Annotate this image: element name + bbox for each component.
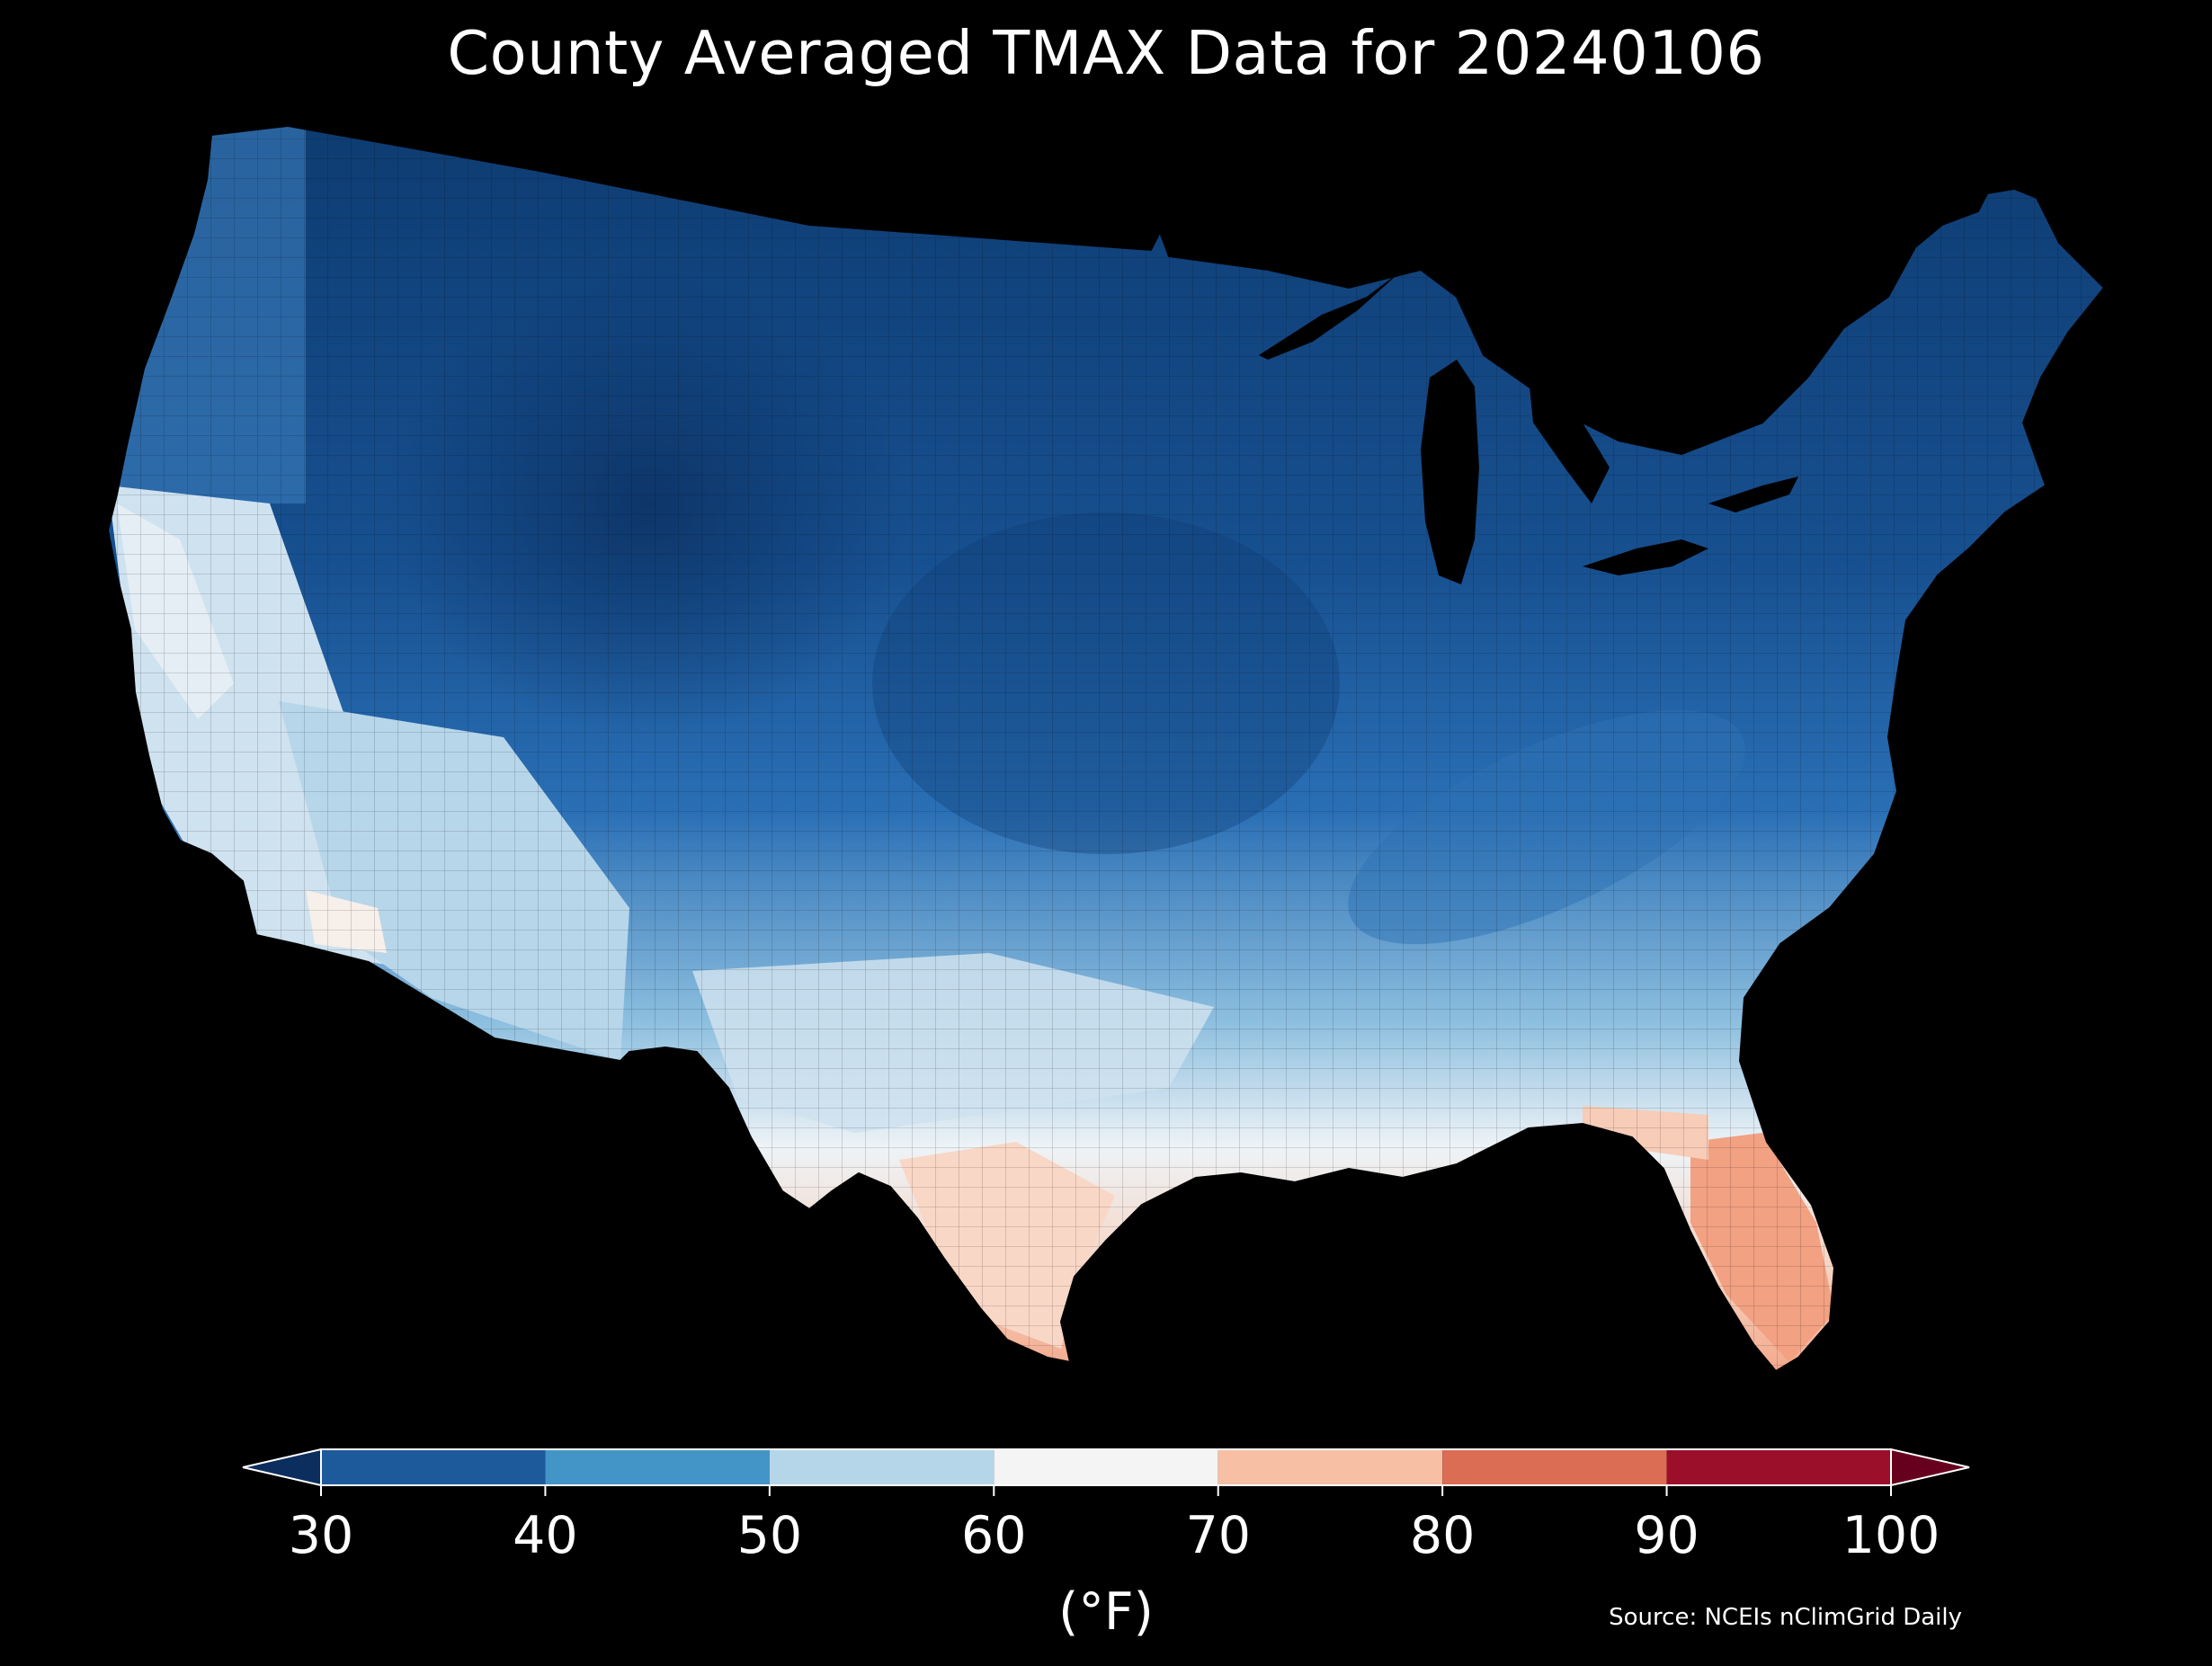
colorbar-under-arrow	[242, 1448, 322, 1487]
colorbar-tick-label: 60	[961, 1506, 1027, 1565]
map-title: County Averaged TMAX Data for 20240106	[447, 18, 1765, 88]
colorbar-bin-5	[1442, 1449, 1667, 1485]
colorbar-tick-label: 100	[1842, 1506, 1940, 1565]
colorbar-tick-label: 50	[736, 1506, 803, 1565]
colorbar-bin-6	[1666, 1449, 1891, 1485]
colorbar-tick-label: 70	[1185, 1506, 1251, 1565]
source-note: Source: NCEIs nClimGrid Daily	[1609, 1604, 1962, 1631]
colorbar-bin-2	[769, 1449, 995, 1485]
colorbar-bin-4	[1217, 1449, 1443, 1485]
colorbar	[242, 1448, 1970, 1496]
colorbar-over-arrow	[1890, 1448, 1970, 1487]
colorbar-tick-label: 90	[1634, 1506, 1699, 1565]
great-lakes	[1259, 270, 1798, 584]
colorbar-bin-0	[321, 1449, 546, 1485]
colorbar-frame	[320, 1448, 1892, 1486]
colorbar-tick-label: 80	[1409, 1506, 1476, 1565]
colorbar-tick-label: 40	[513, 1506, 578, 1565]
colorbar-bin-3	[994, 1449, 1218, 1485]
colorbar-unit-label: (°F)	[1058, 1582, 1154, 1642]
colorbar-bin-1	[545, 1449, 770, 1485]
colorbar-tick-label: 30	[288, 1506, 354, 1565]
